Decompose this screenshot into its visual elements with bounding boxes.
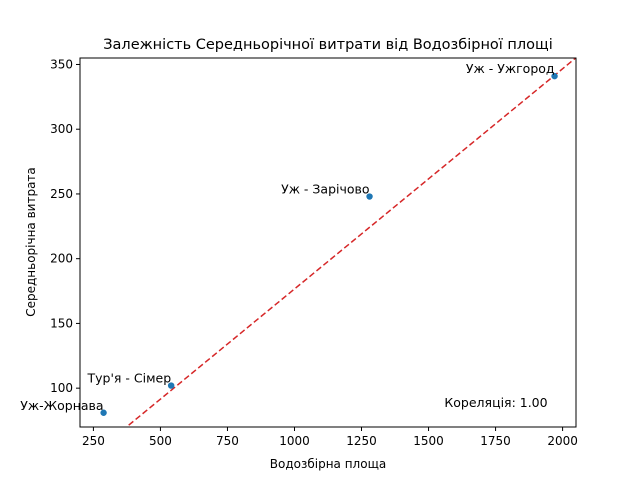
point-label: Уж-Жорнава <box>20 398 103 413</box>
y-tick-label: 200 <box>50 252 73 266</box>
x-tick-label: 2000 <box>547 434 578 448</box>
x-axis-label: Водозбірна площа <box>270 457 386 471</box>
x-tick-label: 750 <box>216 434 239 448</box>
data-point <box>366 193 373 200</box>
data-point <box>551 72 558 80</box>
point-label: Тур'я - Сімер <box>87 371 172 386</box>
y-tick-label: 250 <box>50 187 73 201</box>
trend-line <box>125 58 576 427</box>
x-tick-label: 1750 <box>480 434 511 448</box>
x-tick-label: 1250 <box>346 434 377 448</box>
point-label: Уж - Зарічово <box>281 182 369 197</box>
data-point <box>100 409 107 416</box>
y-axis-label: Середньорічна витрата <box>24 167 38 317</box>
correlation-annotation: Кореляція: 1.00 <box>444 395 547 410</box>
x-tick-label: 250 <box>82 434 105 448</box>
x-tick-label: 1000 <box>279 434 310 448</box>
chart-title: Залежність Середньорічної витрати від Во… <box>103 37 553 53</box>
y-tick-label: 300 <box>50 122 73 136</box>
plot-frame <box>79 57 577 428</box>
data-point <box>167 382 175 389</box>
y-tick-label: 150 <box>50 316 73 330</box>
y-tick-label: 350 <box>50 57 73 71</box>
point-label: Уж - Ужгород <box>466 61 555 76</box>
x-tick-label: 500 <box>149 434 172 448</box>
x-tick-label: 1500 <box>413 434 444 448</box>
plot-background <box>80 58 576 427</box>
y-tick-label: 100 <box>50 381 73 395</box>
